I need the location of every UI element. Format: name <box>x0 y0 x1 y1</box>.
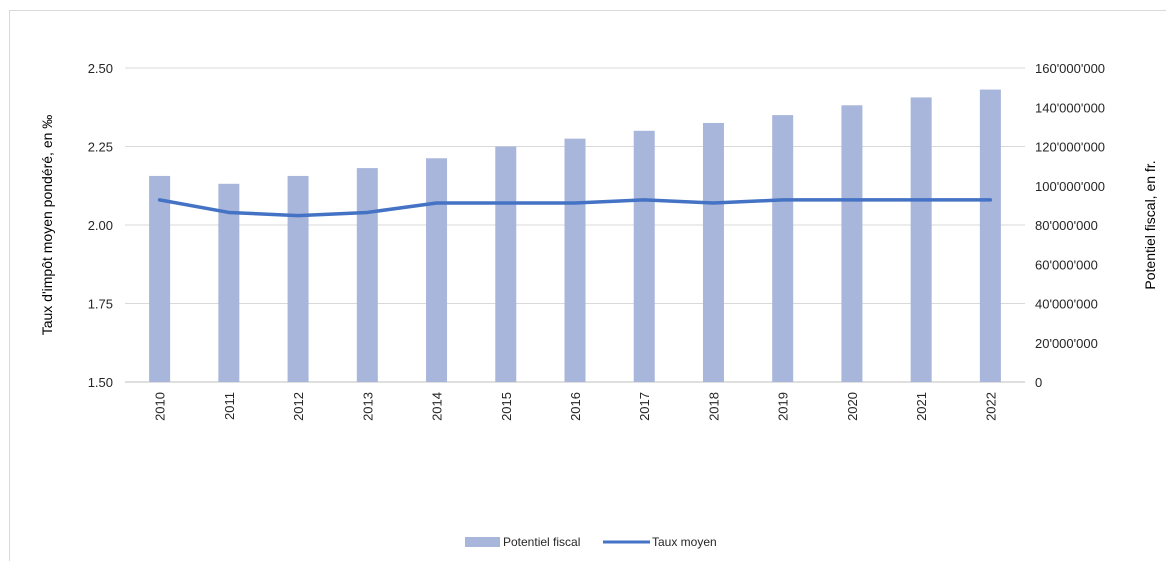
x-tick-label: 2017 <box>637 392 652 421</box>
legend-label-taux-moyen: Taux moyen <box>652 535 717 549</box>
legend: Potentiel fiscal Taux moyen <box>465 535 717 549</box>
bar-2022 <box>979 89 1001 383</box>
right-tick-label: 0 <box>1035 375 1042 390</box>
left-tick-label: 1.50 <box>88 375 113 390</box>
chart-border <box>9 10 1166 561</box>
x-tick-label: 2015 <box>499 392 514 421</box>
x-tick-label: 2012 <box>291 392 306 421</box>
left-tick-label: 1.75 <box>88 297 113 312</box>
bar-2020 <box>841 105 863 382</box>
right-tick-label: 100'000'000 <box>1035 179 1105 194</box>
right-tick-label: 140'000'000 <box>1035 100 1105 115</box>
x-tick-label: 2022 <box>983 392 998 421</box>
right-axis-title: Potentiel fiscal, en fr. <box>1142 160 1158 289</box>
x-tick-label: 2021 <box>914 392 929 421</box>
bar-2015 <box>495 146 517 382</box>
left-axis-title: Taux d'impôt moyen pondéré, en ‰ <box>39 115 55 336</box>
right-axis-ticks: 0 20'000'000 40'000'000 60'000'000 80'000'00… <box>1035 61 1105 390</box>
x-tick-label: 2019 <box>776 392 791 421</box>
bar-2016 <box>564 138 586 382</box>
bar-2011 <box>218 183 240 382</box>
right-tick-label: 120'000'000 <box>1035 140 1105 155</box>
legend-swatch-potentiel-fiscal <box>465 537 500 547</box>
x-tick-label: 2011 <box>222 392 237 420</box>
right-tick-label: 40'000'000 <box>1035 297 1098 312</box>
bar-2017 <box>633 130 655 382</box>
right-tick-label: 80'000'000 <box>1035 218 1098 233</box>
x-tick-label: 2018 <box>706 392 721 421</box>
x-tick-label: 2014 <box>430 392 445 421</box>
x-axis-ticks: 2010 2011 2012 2013 2014 2015 2016 2017 2018 2019… <box>153 392 999 421</box>
left-tick-label: 2.00 <box>88 218 113 233</box>
right-tick-label: 160'000'000 <box>1035 61 1105 76</box>
legend-label-potentiel-fiscal: Potentiel fiscal <box>503 535 580 549</box>
right-tick-label: 20'000'000 <box>1035 336 1098 351</box>
bar-2014 <box>426 158 448 382</box>
x-tick-label: 2013 <box>360 392 375 421</box>
x-tick-label: 2016 <box>568 392 583 421</box>
x-tick-label: 2020 <box>845 392 860 421</box>
line-series-taux-moyen <box>157 198 993 218</box>
left-tick-label: 2.50 <box>88 61 113 76</box>
bar-2012 <box>287 175 309 382</box>
bar-2018 <box>702 122 724 382</box>
bar-2013 <box>356 168 378 382</box>
bar-series-potentiel-fiscal <box>149 89 1001 383</box>
left-tick-label: 2.25 <box>88 140 113 155</box>
x-tick-label: 2010 <box>153 392 168 421</box>
bar-2019 <box>772 115 794 382</box>
bar-2021 <box>910 97 932 382</box>
right-tick-label: 60'000'000 <box>1035 257 1098 272</box>
left-axis-ticks: 1.50 1.75 2.00 2.25 2.50 <box>88 61 113 390</box>
bar-2010 <box>149 175 171 382</box>
